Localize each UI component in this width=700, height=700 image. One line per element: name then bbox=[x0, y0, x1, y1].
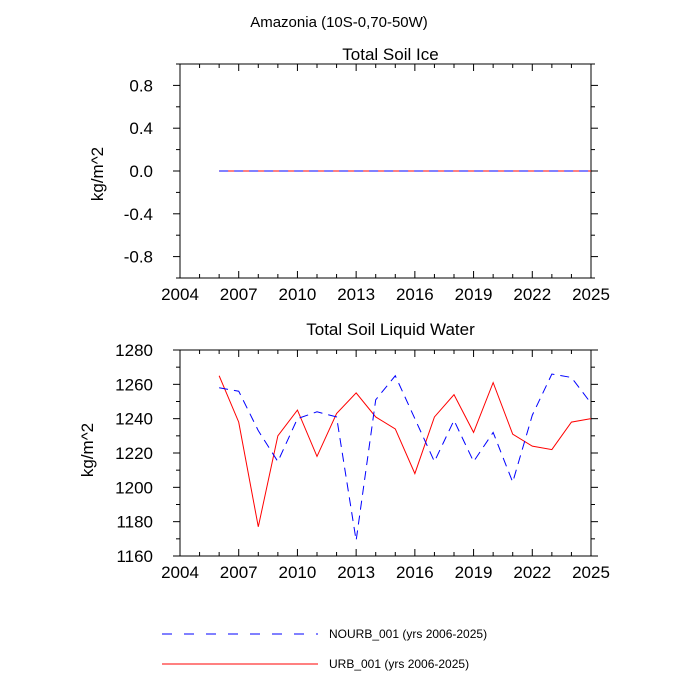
x-tick-label: 2007 bbox=[220, 285, 258, 304]
y-axis-label: kg/m^2 bbox=[78, 423, 97, 477]
y-tick-label: -0.4 bbox=[124, 205, 153, 224]
x-tick-label: 2013 bbox=[337, 563, 375, 582]
panel-title: Total Soil Ice bbox=[342, 45, 438, 64]
x-tick-label: 2025 bbox=[572, 285, 610, 304]
y-tick-label: 1240 bbox=[115, 410, 153, 429]
x-tick-label: 2010 bbox=[279, 563, 317, 582]
y-tick-label: -0.8 bbox=[124, 248, 153, 267]
x-tick-label: 2022 bbox=[513, 285, 551, 304]
plot-frame bbox=[179, 349, 592, 557]
y-axis-label: kg/m^2 bbox=[88, 147, 107, 201]
y-tick-label: 0.8 bbox=[129, 76, 153, 95]
x-tick-label: 2004 bbox=[161, 563, 199, 582]
x-tick-label: 2016 bbox=[396, 285, 434, 304]
y-tick-label: 1160 bbox=[116, 547, 153, 566]
series-line-nourb-001 bbox=[219, 373, 592, 541]
panel-title: Total Soil Liquid Water bbox=[306, 320, 475, 339]
x-tick-label: 2016 bbox=[396, 563, 434, 582]
x-tick-label: 2022 bbox=[513, 563, 551, 582]
y-tick-label: 0.4 bbox=[129, 119, 153, 138]
x-tick-label: 2004 bbox=[161, 285, 199, 304]
series-line-urb-001 bbox=[218, 375, 592, 527]
panel-soil-liquid-water: Total Soil Liquid Water kg/m^2 2004 2007 201… bbox=[78, 320, 610, 582]
x-tick-label: 2019 bbox=[455, 285, 493, 304]
y-tick-label: 0.0 bbox=[129, 162, 153, 181]
x-tick-label: 2007 bbox=[220, 563, 258, 582]
y-tick-label: 1280 bbox=[115, 341, 153, 360]
x-tick-label: 2025 bbox=[572, 563, 610, 582]
y-tick-label: 1260 bbox=[115, 375, 153, 394]
panel-soil-ice: Total Soil Ice kg/m^2 2004 2007 2010 2013 2016… bbox=[88, 45, 610, 304]
x-tick-label: 2013 bbox=[337, 285, 375, 304]
x-tick-label: 2019 bbox=[455, 563, 493, 582]
legend-label: URB_001 (yrs 2006-2025) bbox=[329, 657, 469, 671]
legend-label: NOURB_001 (yrs 2006-2025) bbox=[329, 627, 487, 641]
legend: NOURB_001 (yrs 2006-2025) URB_001 (yrs 20… bbox=[162, 627, 487, 671]
y-tick-label: 1200 bbox=[115, 478, 153, 497]
main-title: Amazonia (10S-0,70-50W) bbox=[250, 14, 428, 31]
y-tick-label: 1220 bbox=[115, 444, 153, 463]
x-tick-label: 2010 bbox=[279, 285, 317, 304]
y-tick-label: 1180 bbox=[116, 513, 153, 532]
